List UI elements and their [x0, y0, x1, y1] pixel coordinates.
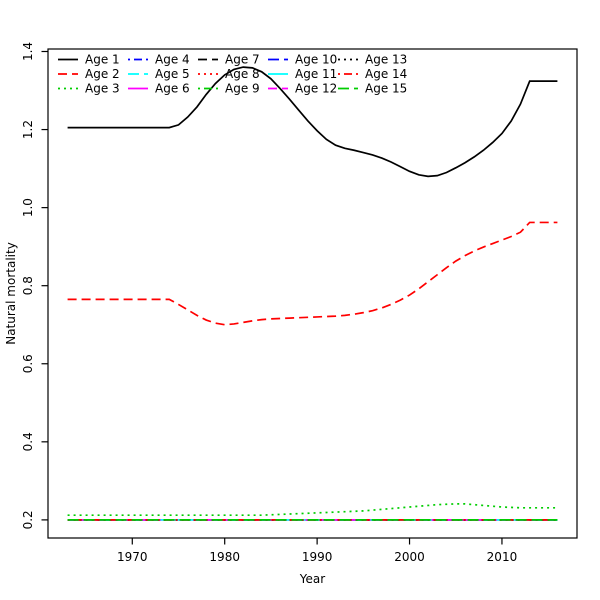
y-tick-label: 0.2 [21, 510, 35, 529]
y-tick-label: 0.6 [21, 354, 35, 373]
y-tick-label: 0.4 [21, 432, 35, 451]
series-line-age-1 [67, 66, 558, 178]
y-tick-label: 1.4 [21, 42, 35, 61]
y-tick-label: 1.2 [21, 120, 35, 139]
legend-label-age-11: Age 11 [295, 67, 337, 81]
legend-label-age-5: Age 5 [155, 67, 190, 81]
x-tick-label: 1990 [302, 550, 333, 564]
legend-label-age-12: Age 12 [295, 82, 337, 96]
legend-label-age-14: Age 14 [365, 67, 407, 81]
x-tick-label: 1970 [117, 550, 148, 564]
legend-label-age-6: Age 6 [155, 82, 190, 96]
x-axis-title: Year [299, 572, 325, 586]
legend-label-age-1: Age 1 [85, 53, 120, 67]
legend-label-age-9: Age 9 [225, 82, 260, 96]
x-tick-label: 2000 [394, 550, 425, 564]
y-tick-label: 1.0 [21, 198, 35, 217]
legend-label-age-7: Age 7 [225, 53, 260, 67]
legend-label-age-13: Age 13 [365, 53, 407, 67]
chart-generated-content: 0.2 0.4 0.6 0.8 1.0 1.2 1.4 1970 1980 1990 2000 201… [21, 42, 578, 564]
legend-label-age-2: Age 2 [85, 67, 120, 81]
legend-label-age-15: Age 15 [365, 82, 407, 96]
legend-label-age-4: Age 4 [155, 53, 190, 67]
y-axis-title: Natural mortality [4, 242, 18, 345]
legend-label-age-8: Age 8 [225, 67, 260, 81]
x-tick-label: 2010 [487, 550, 518, 564]
y-tick-label: 0.8 [21, 276, 35, 295]
legend-label-age-3: Age 3 [85, 82, 120, 96]
series-line-age-2 [67, 221, 558, 326]
legend-label-age-10: Age 10 [295, 53, 337, 67]
plot-box [47, 48, 578, 539]
x-tick-label: 1980 [209, 550, 240, 564]
series-line-age-3 [67, 503, 558, 517]
